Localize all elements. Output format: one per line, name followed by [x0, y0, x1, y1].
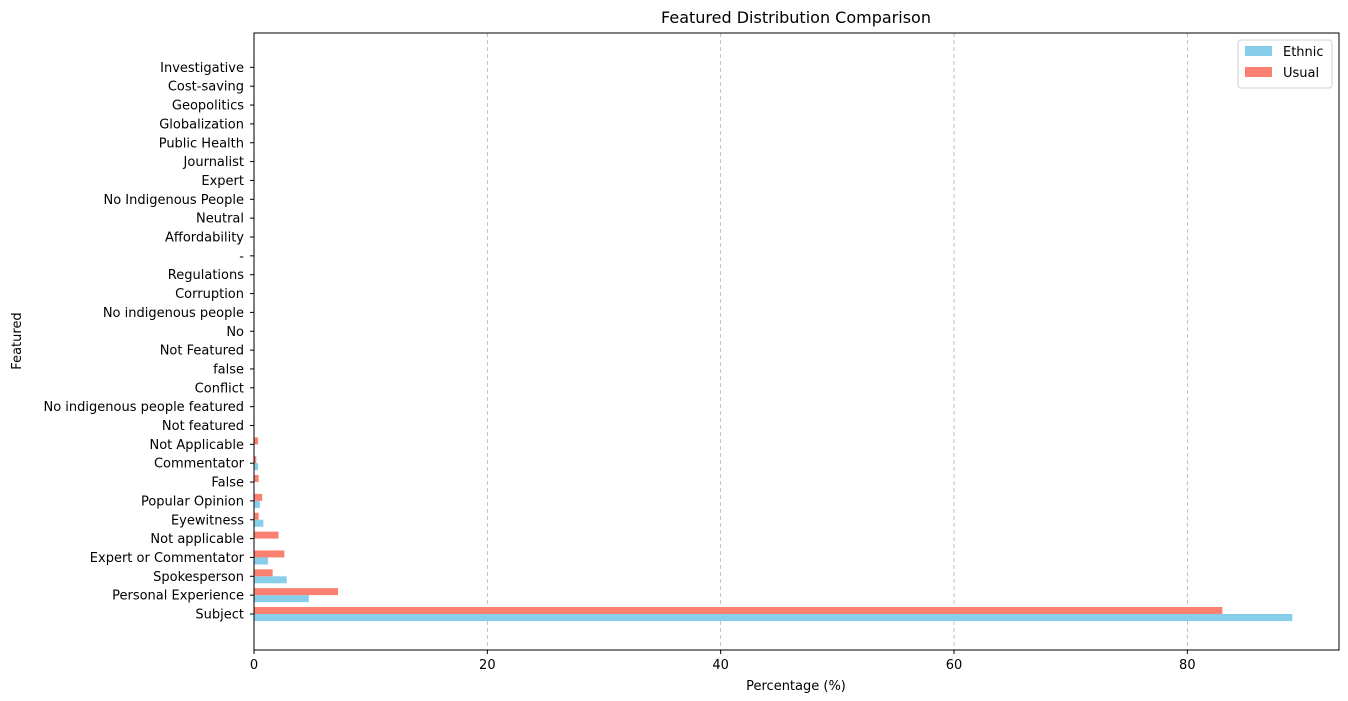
y-tick-label: Cost-saving [168, 80, 244, 95]
legend: Ethnic Usual [1237, 39, 1333, 89]
y-tick-label: Affordability [165, 231, 244, 246]
bar-usual [254, 493, 263, 501]
legend-label-ethnic: Ethnic [1283, 45, 1324, 60]
bar-ethnic [254, 614, 1293, 621]
bar-usual [254, 531, 279, 539]
bar-ethnic [254, 576, 287, 584]
plot-frame [253, 32, 1340, 651]
bar-ethnic [254, 519, 264, 527]
bar-ethnic [254, 463, 259, 471]
y-tick-label: Public Health [159, 136, 244, 151]
y-tick-label: Commentator [154, 457, 245, 472]
y-tick-label: Globalization [159, 117, 244, 132]
bar-usual [254, 512, 259, 520]
y-tick-label: Corruption [175, 287, 244, 302]
bar-ethnic [254, 500, 260, 508]
y-tick-label: Eyewitness [171, 513, 244, 528]
bar-usual [254, 437, 259, 445]
y-tick-label: Expert or Commentator [90, 551, 245, 566]
y-tick-label: Geopolitics [172, 99, 244, 114]
axes: 0 20 40 60 80 Subject Personal Experience Spoke… [44, 32, 1340, 673]
x-tick-label: 40 [712, 658, 729, 673]
y-tick-label: Not Applicable [149, 438, 244, 453]
legend-swatch-ethnic [1245, 46, 1272, 56]
y-tick-label: Personal Experience [112, 589, 244, 604]
bar-usual [254, 569, 273, 577]
legend-swatch-usual [1245, 67, 1272, 77]
x-tick-label: 80 [1179, 658, 1196, 673]
bar-usual [254, 607, 1223, 614]
bar-usual [254, 588, 338, 596]
bar-usual [254, 456, 257, 464]
x-tick-label: 60 [946, 658, 963, 673]
bar-ethnic [254, 595, 309, 603]
y-tick-label: false [213, 362, 244, 377]
y-tick-label: No indigenous people [103, 306, 244, 321]
y-tick-label: Conflict [195, 381, 244, 396]
bar-ethnic [254, 557, 268, 565]
x-axis-label: Percentage (%) [746, 679, 846, 694]
y-tick-label: - [239, 249, 244, 264]
legend-label-usual: Usual [1283, 66, 1319, 81]
y-tick-label: Not applicable [150, 532, 244, 547]
y-tick-label: Investigative [160, 61, 244, 76]
y-tick-label: Spokesperson [153, 570, 244, 585]
y-tick-label: Not featured [162, 419, 244, 434]
y-tick-label: Journalist [183, 155, 244, 170]
y-tick-label: False [211, 476, 244, 491]
y-tick-label: Subject [195, 608, 244, 623]
x-tick-label: 20 [479, 658, 496, 673]
y-tick-label: No [226, 325, 244, 340]
y-tick-label: Neutral [196, 212, 244, 227]
y-tick-label: Regulations [168, 268, 244, 283]
chart-title: Featured Distribution Comparison [661, 8, 931, 27]
y-tick-label: No indigenous people featured [44, 400, 245, 415]
y-axis-label: Featured [10, 312, 25, 369]
y-tick-label: Not Featured [160, 344, 244, 359]
y-tick-label: Expert [201, 174, 244, 189]
bar-usual [254, 475, 259, 483]
bar-usual [254, 550, 285, 558]
bars [254, 60, 1293, 621]
gridlines [253, 33, 1188, 650]
y-tick-label: No Indigenous People [103, 193, 244, 208]
y-tick-label: Popular Opinion [141, 494, 244, 509]
x-tick-label: 0 [250, 658, 258, 673]
